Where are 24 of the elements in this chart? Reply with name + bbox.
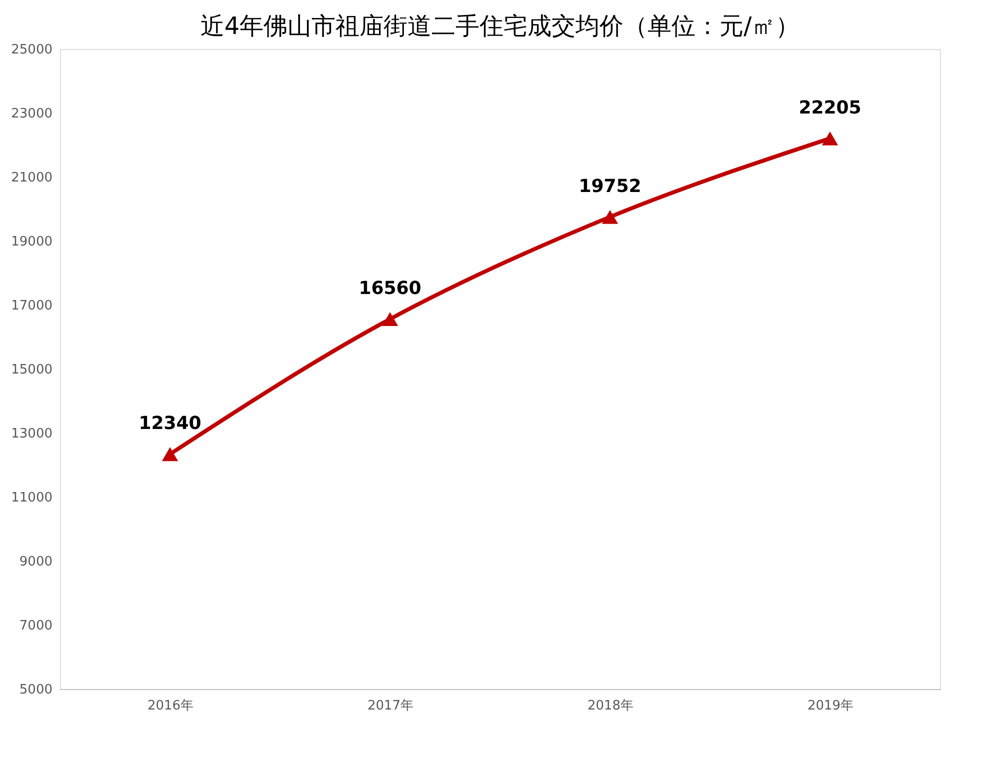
y-tick-label: 23000 [11, 106, 52, 122]
y-tick-label: 25000 [11, 42, 52, 58]
data-label: 19752 [578, 176, 642, 197]
point [602, 210, 618, 224]
data-label: 16560 [358, 278, 422, 300]
data-label: 12340 [138, 413, 202, 434]
x-tick-label: 2017年 [367, 698, 414, 714]
data-label: 22205 [798, 97, 862, 118]
x-tick-label: 2016年 [147, 698, 194, 714]
point [822, 131, 838, 146]
y-tick-label: 7000 [19, 618, 52, 634]
y-tick-label: 11000 [11, 490, 52, 506]
y-tick-label: 19000 [11, 234, 52, 250]
y-tick-label: 5000 [19, 682, 52, 698]
chart-title: 近4年佛山市祖庙街道二手住宅成交均价（单位：元/㎡） [200, 12, 800, 40]
y-tick-label: 13000 [11, 426, 52, 442]
y-tick-label: 15000 [11, 362, 52, 378]
y-tick-label: 17000 [11, 298, 52, 314]
y-tick-label: 9000 [19, 554, 52, 570]
point [382, 312, 398, 326]
point [162, 447, 178, 462]
x-tick-label: 2018年 [587, 698, 634, 714]
x-tick-label: 2019年 [807, 698, 854, 714]
y-tick-label: 21000 [11, 170, 52, 186]
